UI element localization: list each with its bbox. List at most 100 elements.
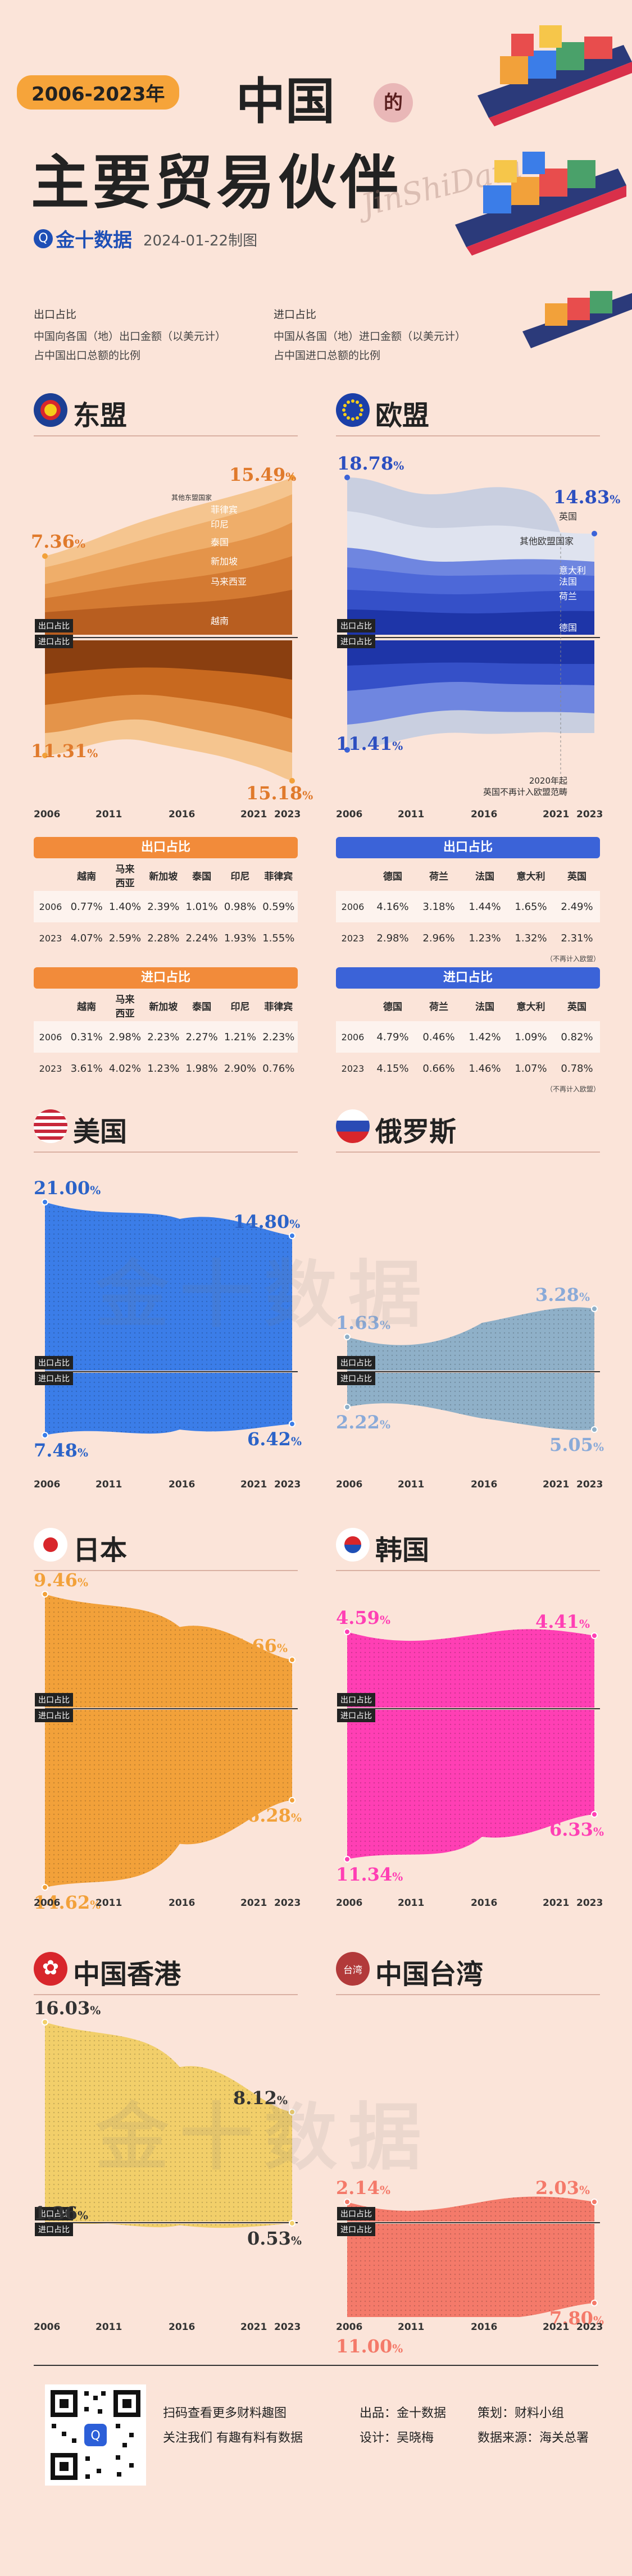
jp-tick: 2016 <box>169 1897 195 1909</box>
asean-tick: 2016 <box>169 809 195 820</box>
eu-export-table-col-header: 法国 <box>475 871 494 882</box>
asean-export-table-cell: 1.40% <box>108 900 142 913</box>
legend-export-line1: 中国向各国（地）出口金额（以美元计） <box>34 330 226 343</box>
jp-tick: 2021 <box>240 1897 267 1909</box>
eu-import-table-cell: 1.09% <box>515 1031 547 1043</box>
hk-tick: 2021 <box>240 2322 267 2333</box>
ru-import-tag: 进口占比 <box>337 1372 375 1385</box>
hk-import-end-dot <box>289 2220 295 2227</box>
asean-layer-label: 泰国 <box>211 537 229 548</box>
eu-import-table-cell: 1.07% <box>515 1062 547 1075</box>
eu-export-table-cell: 2.98% <box>376 932 409 944</box>
ru-export-end: 3.28% <box>535 1284 590 1305</box>
footer-follow: 关注我们 有趣有料有数据 <box>163 2431 303 2445</box>
jp-import-end-dot <box>289 1797 295 1804</box>
eu-export-table-col-header: 英国 <box>567 871 586 882</box>
eu-import-start-dot <box>344 747 350 753</box>
asean-import-table-row-year: 2023 <box>39 1063 62 1074</box>
tw-title: 中国台湾 <box>375 1959 484 1990</box>
kr-export-area <box>347 1629 594 1708</box>
us-import-end: 6.42% <box>247 1428 302 1450</box>
eu-export-tag: 出口占比 <box>337 619 375 632</box>
eu-import-table-cell: 0.66% <box>422 1062 455 1075</box>
ru-import-end-dot <box>591 1426 598 1433</box>
eu-tick: 2021 <box>543 809 570 820</box>
eu-import-table-grid: 德国 荷兰 法国 意大利 英国 2006 4.79% 0.46% 1.42% 1.09% 0.82%… <box>336 990 600 1084</box>
us-import-tag: 进口占比 <box>35 1372 73 1385</box>
hk-export-start-dot <box>42 2019 48 2026</box>
eu-export-table-cell: 2.31% <box>561 932 593 944</box>
ship-3 <box>522 291 632 348</box>
eu-import-tag: 进口占比 <box>337 635 375 648</box>
tw-tick: 2011 <box>398 2322 425 2333</box>
asean-export-table-grid: 越南 马来 西亚 新加坡 泰国 印尼 菲律宾 2006 0.77% 1.40% 2.39% 1.01… <box>34 859 298 954</box>
eu-import-table-cell: 0.78% <box>561 1062 593 1075</box>
eu-import-table-cell: 1.46% <box>469 1062 501 1075</box>
jp-title-rule <box>34 1570 298 1571</box>
eu-import-table-cell: 0.82% <box>561 1031 593 1043</box>
qr-code-icon[interactable]: Q <box>45 2384 146 2486</box>
tw-import-tag: 进口占比 <box>337 2223 375 2236</box>
asean-export-table-cell: 1.93% <box>224 932 257 944</box>
eu-import-start: 11.41% <box>336 733 403 754</box>
year-range-pill: 2006-2023年 <box>17 75 180 110</box>
eu-export-table-cell: 1.32% <box>515 932 547 944</box>
asean-import-table-cell: 3.61% <box>70 1062 103 1075</box>
ru-tick: 2016 <box>471 1479 498 1490</box>
tw-import-end-dot <box>591 2300 598 2306</box>
eu-layer-label: 意大利 <box>559 565 586 576</box>
kr-export-start-dot <box>344 1628 351 1635</box>
legend-import-head: 进口占比 <box>274 308 317 321</box>
jp-flag-icon <box>34 1528 67 1562</box>
eu-layer-label: 德国 <box>559 622 578 633</box>
ru-export-end-dot <box>591 1305 598 1312</box>
jp-export-tag: 出口占比 <box>35 1693 73 1706</box>
asean-chart <box>42 475 298 784</box>
eu-export-start: 18.78% <box>337 453 404 474</box>
eu-export-table-cell: 3.18% <box>422 900 455 913</box>
eu-import-table-row-year: 2006 <box>341 1031 365 1043</box>
eu-import-table: 德国 荷兰 法国 意大利 英国 2006 4.79% 0.46% 1.42% 1.09% 0.82%… <box>336 990 600 1094</box>
kr-import-start-dot <box>344 1856 351 1863</box>
asean-export-layer-5 <box>45 590 292 635</box>
hk-export-tag: 出口占比 <box>35 2207 73 2220</box>
eu-export-table-col-header: 德国 <box>383 871 402 882</box>
eu-export-layer-de <box>347 609 594 635</box>
eu-import-table-col-header: 德国 <box>383 1001 402 1013</box>
eu-note: 2020年起 英国不再计入欧盟范畴 <box>472 775 567 798</box>
jp-export-end-dot <box>289 1656 295 1663</box>
hk-import-area <box>45 2223 292 2228</box>
hk-export-end: 8.12% <box>233 2087 288 2109</box>
asean-export-end-dot <box>289 475 295 480</box>
us-tick: 2016 <box>169 1479 195 1490</box>
jp-export-end: 4.66% <box>233 1635 288 1656</box>
logo-icon: Q <box>34 229 53 248</box>
jp-tick: 2006 <box>34 1897 61 1909</box>
asean-import-table-row: 2023 3.61% 4.02% 1.23% 1.98% 2.90% 0.76% <box>34 1053 298 1084</box>
kr-title: 韩国 <box>375 1535 430 1566</box>
tw-tick: 2006 <box>336 2322 363 2333</box>
eu-note-line2: 英国不再计入欧盟范畴 <box>483 787 567 797</box>
eu-layer-label: 法国 <box>559 576 578 587</box>
eu-import-table-note: （不再计入欧盟） <box>545 1085 600 1093</box>
asean-export-end: 15.49% <box>229 464 297 485</box>
footer-designer: 设计：吴晓梅 <box>360 2431 434 2445</box>
eu-export-table-row-year: 2006 <box>341 901 365 912</box>
tw-import-start: 11.00% <box>336 2336 403 2357</box>
asean-import-table-col-header: 印尼 <box>230 1001 250 1013</box>
hk-tick: 2023 <box>274 2322 301 2333</box>
kr-import-end-dot <box>591 1811 598 1818</box>
asean-layer-label: 马来西亚 <box>211 576 247 587</box>
eu-import-table-col-header: 法国 <box>475 1001 494 1013</box>
footer-scan: 扫码查看更多财料趣图 <box>163 2406 287 2420</box>
eu-export-table-col-header: 意大利 <box>516 871 545 882</box>
asean-import-layer-4 <box>45 640 292 680</box>
asean-export-table-col-header: 新加坡 <box>149 871 178 882</box>
asean-import-table: 越南 马来 西亚 新加坡 泰国 印尼 菲律宾 2006 0.31% 2.98% 2.23% 2.27… <box>34 990 298 1084</box>
asean-import-table-cell: 4.02% <box>108 1062 142 1075</box>
hk-tick: 2011 <box>96 2322 122 2333</box>
ru-import-end: 5.05% <box>549 1434 604 1455</box>
asean-tick: 2006 <box>34 809 61 820</box>
jp-import-end: 6.28% <box>247 1805 302 1826</box>
eu-import-table-cell: 1.42% <box>469 1031 501 1043</box>
